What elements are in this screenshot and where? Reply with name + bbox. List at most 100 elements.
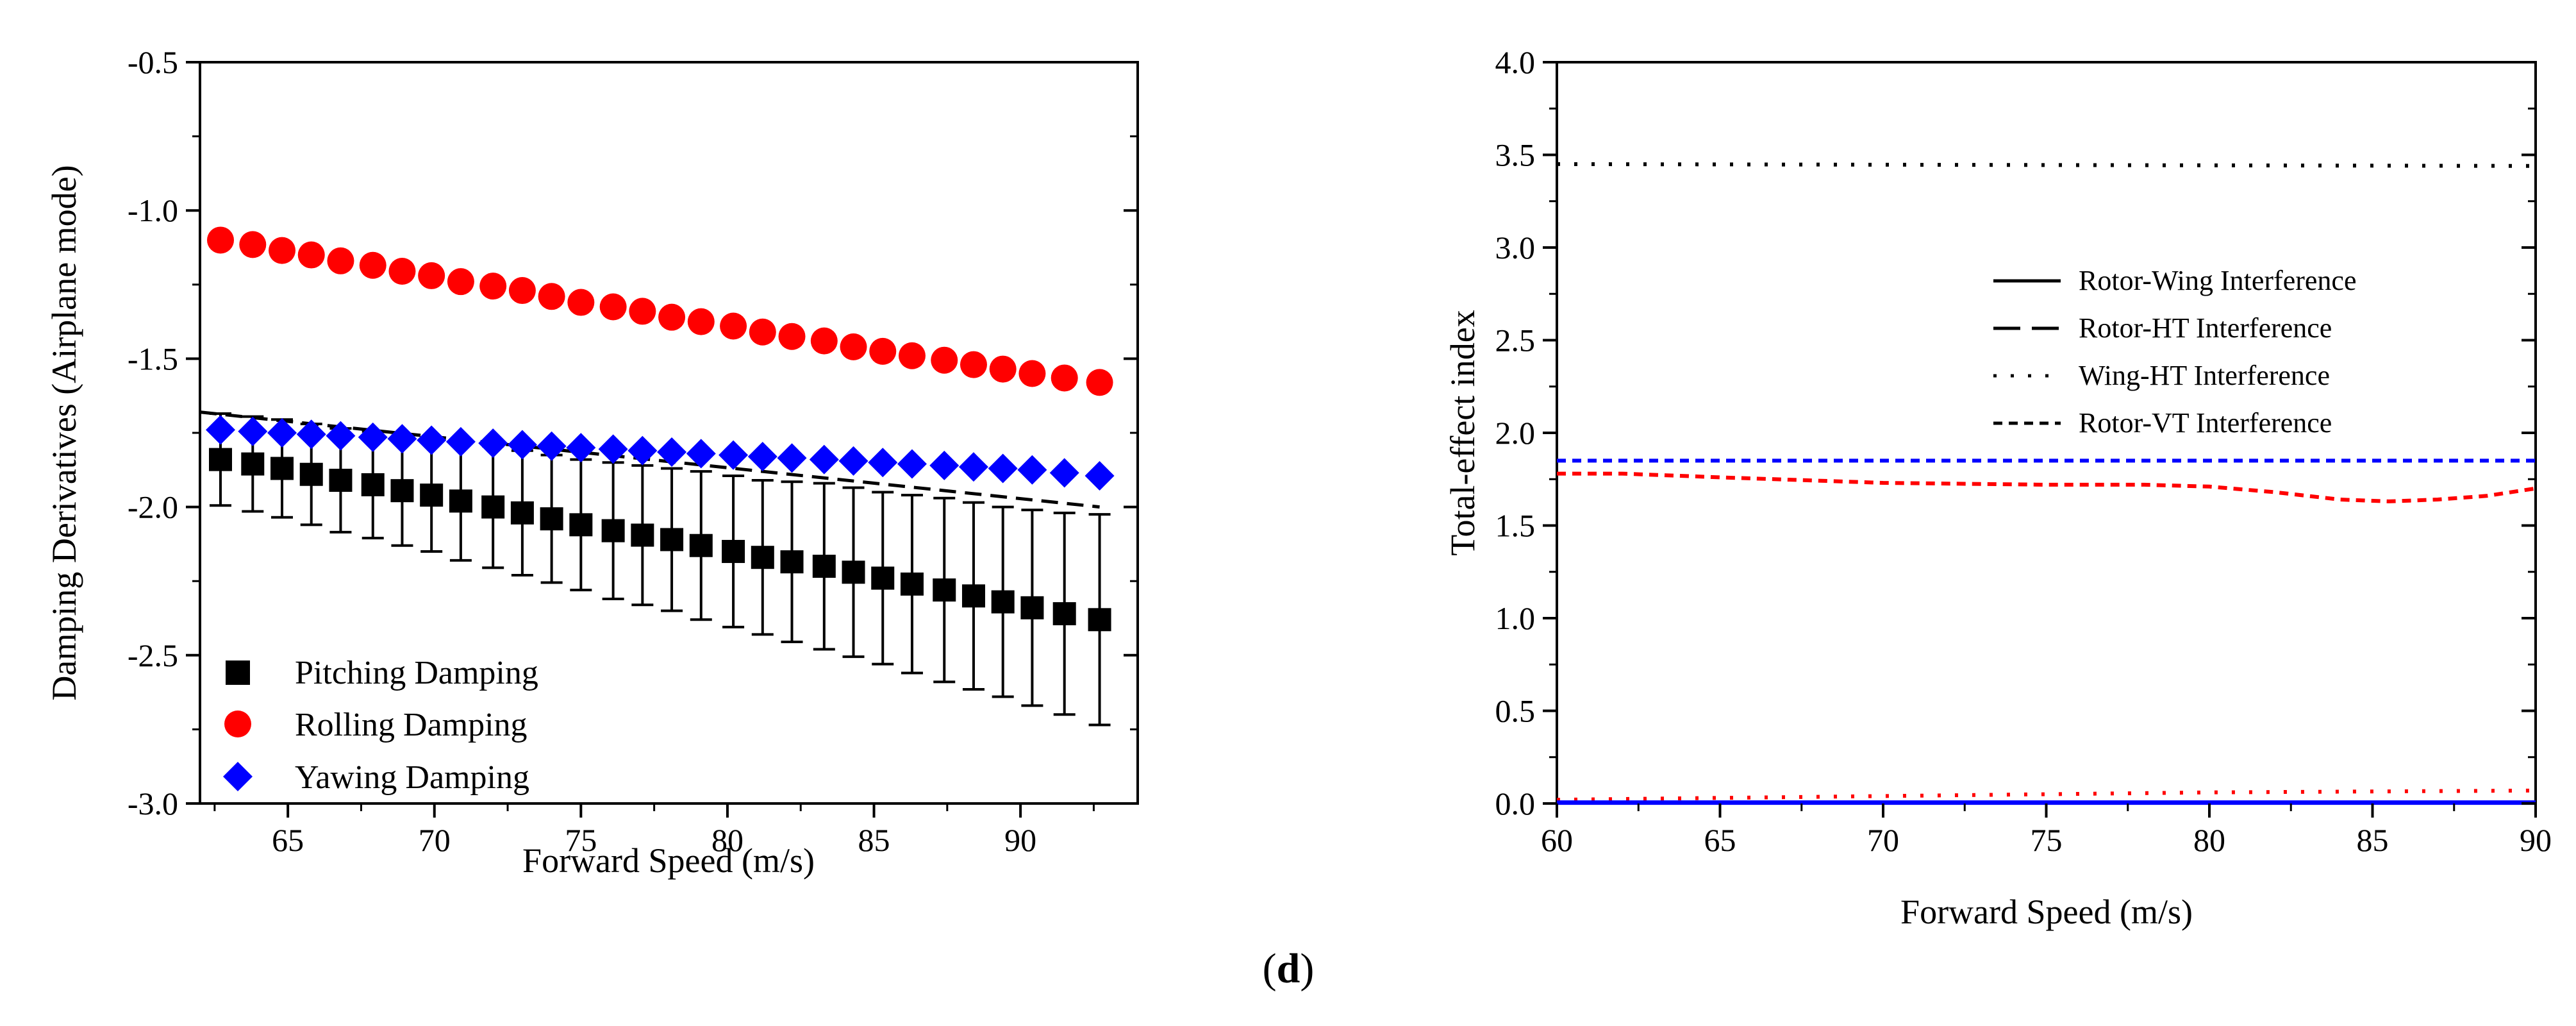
- rolling-damping-point: [869, 337, 897, 365]
- pitching-damping-point: [270, 457, 294, 480]
- yawing-damping-point: [627, 435, 658, 466]
- rolling-damping-point: [687, 308, 715, 335]
- left-x-tick-label: 80: [711, 822, 744, 858]
- legend-yawing-damping: Yawing Damping: [295, 759, 529, 796]
- rolling-damping-point: [388, 257, 416, 285]
- yawing-damping-point: [417, 425, 447, 455]
- yawing-damping-point: [897, 449, 927, 479]
- left-x-tick-label: 90: [1004, 822, 1036, 858]
- rolling-damping-point: [1018, 360, 1046, 387]
- rolling-damping-point: [447, 268, 474, 296]
- rolling-damping-point: [327, 247, 354, 274]
- right-y-tick-label: 1.0: [1495, 600, 1536, 636]
- rolling-damping-point: [538, 283, 565, 310]
- rolling-damping-point: [778, 323, 806, 350]
- interference-curve: [1557, 471, 2536, 503]
- left-y-tick-label: -3.0: [128, 786, 178, 821]
- right-x-tick-label: 85: [2357, 822, 2389, 858]
- legend-rotor-vt: Rotor-VT Interference: [2079, 407, 2332, 439]
- pitching-damping-point: [449, 489, 472, 513]
- left-chart: 65 70 75 80 85 90 -3.0 -2.5 -2.0 -1.5 -1.0 -0.5 For…: [45, 44, 1139, 880]
- pitching-damping-point: [1088, 608, 1111, 632]
- pitching-damping-point: [329, 468, 353, 492]
- right-y-tick-label: 2.0: [1495, 415, 1536, 451]
- left-y-axis-label: Damping Derivatives (Airplane mode): [45, 165, 83, 700]
- rolling-damping-point: [960, 351, 987, 378]
- pitching-damping-point: [1052, 602, 1076, 626]
- pitching-damping-point: [812, 555, 836, 578]
- yawing-damping-point: [206, 415, 236, 445]
- rolling-damping-point: [207, 226, 235, 254]
- rolling-damping-point: [1051, 364, 1078, 392]
- yawing-damping-point: [1049, 458, 1079, 488]
- yawing-damping-point: [929, 450, 960, 480]
- pitching-damping-point: [390, 479, 414, 503]
- yawing-damping-point: [566, 433, 596, 463]
- yawing-damping-point: [777, 443, 807, 473]
- pitching-damping-point: [1020, 596, 1044, 619]
- yawing-damping-point: [296, 419, 326, 450]
- yawing-damping-point: [1017, 455, 1047, 485]
- pitching-damping-point: [601, 519, 625, 542]
- right-y-tick-label: 0.0: [1495, 786, 1536, 821]
- pitching-damping-point: [961, 584, 985, 608]
- yawing-damping-point: [719, 440, 749, 470]
- rolling-damping-point: [931, 346, 958, 374]
- yawing-damping-point: [445, 426, 476, 457]
- right-legend: Rotor-Wing Interference Rotor-HT Interfe…: [1993, 265, 2356, 439]
- yawing-damping-point: [868, 448, 898, 478]
- right-x-tick-label: 80: [2193, 822, 2225, 858]
- pitching-damping-point: [299, 462, 323, 486]
- pitching-damping-point: [631, 523, 654, 547]
- yawing-damping-point: [598, 434, 628, 464]
- right-plot-frame: [1556, 61, 2537, 805]
- rolling-damping-point: [629, 298, 656, 325]
- panel-label-open: (: [1263, 945, 1277, 992]
- pitching-damping-point: [540, 507, 563, 531]
- right-marks: [1556, 162, 2536, 805]
- left-x-tick-label: 75: [565, 822, 597, 858]
- left-ticks: 65 70 75 80 85 90 -3.0 -2.5 -2.0 -1.5 -1.0 -0.5: [128, 44, 1138, 858]
- yawing-damping-point: [838, 446, 868, 476]
- legend-rotor-wing: Rotor-Wing Interference: [2079, 265, 2356, 296]
- right-x-tick-label: 70: [1867, 822, 1899, 858]
- pitching-damping-point: [991, 590, 1015, 614]
- rolling-damping-point: [898, 342, 926, 369]
- rolling-damping-point: [508, 277, 536, 305]
- right-x-tick-label: 90: [2520, 822, 2552, 858]
- left-marks: [199, 226, 1115, 727]
- legend-wing-ht: Wing-HT Interference: [2079, 360, 2330, 391]
- left-y-tick-label: -1.5: [128, 341, 178, 376]
- pitching-damping-point: [660, 528, 684, 551]
- legend-square-marker: [226, 660, 250, 685]
- yawing-damping-point: [1084, 461, 1115, 491]
- left-legend: Pitching Damping Rolling Damping Yawing …: [223, 655, 538, 796]
- right-y-tick-label: 3.5: [1495, 137, 1536, 173]
- rolling-damping-point: [418, 262, 445, 289]
- rolling-damping-point: [297, 241, 325, 269]
- yawing-damping-point: [326, 421, 356, 451]
- rolling-damping-point: [840, 333, 867, 360]
- panel-label-letter: d: [1277, 945, 1300, 992]
- legend-pitching-damping: Pitching Damping: [295, 655, 538, 691]
- interference-curve: [1556, 162, 2536, 168]
- right-y-tick-label: 3.0: [1495, 230, 1536, 265]
- rolling-damping-point: [479, 273, 507, 300]
- legend-circle-marker: [224, 711, 251, 737]
- yawing-damping-point: [686, 439, 716, 469]
- left-x-tick-label: 85: [858, 822, 890, 858]
- rolling-damping-point: [599, 293, 627, 321]
- yawing-damping-point: [809, 444, 839, 475]
- pitching-damping-point: [481, 495, 505, 519]
- right-y-tick-label: 0.5: [1495, 693, 1536, 729]
- pitching-damping-point: [241, 452, 265, 476]
- pitching-damping-point: [900, 572, 924, 596]
- rolling-damping-point: [567, 289, 595, 316]
- left-x-tick-label: 65: [272, 822, 304, 858]
- rolling-damping-point: [810, 327, 838, 355]
- pitching-damping-point: [689, 534, 713, 557]
- left-y-tick-label: -0.5: [128, 44, 178, 80]
- yawing-damping-point: [478, 428, 508, 458]
- right-ticks: 60 65 70 75 80 85 90 0.0 0.5 1.0 1.5 2.0 2.5 3.0 3.5 4.…: [1495, 44, 2552, 858]
